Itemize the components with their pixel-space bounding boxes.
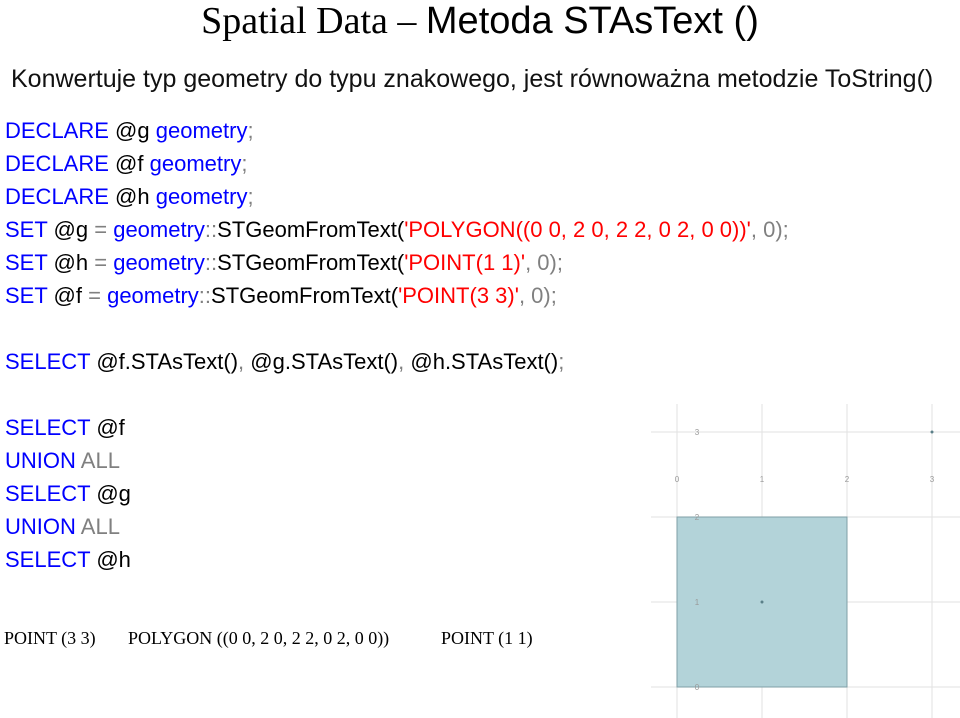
comma: , [398, 349, 405, 374]
equals-operator: = [94, 217, 108, 242]
keyword: SELECT [5, 349, 91, 374]
x-tick-label: 3 [930, 475, 935, 484]
type-name: geometry [113, 217, 205, 242]
args-rest: , 0); [518, 283, 557, 308]
code-union-line-5: SELECT @h [5, 547, 131, 573]
x-tick-label: 2 [845, 475, 850, 484]
result-cell-2: POLYGON ((0 0, 2 0, 2 2, 0 2, 0 0)) [128, 628, 390, 648]
keyword: UNION [5, 448, 76, 473]
scope-operator: :: [198, 283, 212, 308]
variable: @g [53, 217, 89, 242]
y-tick-label: 0 [695, 683, 700, 692]
method-call-f: @f.STAsText() [96, 349, 239, 374]
code-union-line-1: SELECT @f [5, 415, 125, 441]
point-3-3-marker [930, 430, 934, 434]
scope-operator: :: [204, 250, 218, 275]
x-tick-label: 1 [760, 475, 765, 484]
terminator: ; [247, 184, 254, 209]
query-result-row: POINT (3 3) POLYGON ((0 0, 2 0, 2 2, 0 2,… [4, 626, 533, 650]
code-line-1: DECLARE @g geometry; [5, 118, 254, 144]
terminator: ; [241, 151, 248, 176]
keyword: DECLARE [5, 118, 109, 143]
variable: @f [96, 415, 125, 440]
code-union-line-4: UNION ALL [5, 514, 120, 540]
scope-operator: :: [204, 217, 218, 242]
operator: ALL [80, 514, 120, 539]
code-union-line-3: SELECT @g [5, 481, 131, 507]
keyword: SELECT [5, 415, 91, 440]
x-tick-label: 0 [675, 475, 680, 484]
code-line-6: SET @f = geometry::STGeomFromText('POINT… [5, 283, 557, 309]
variable: @g [115, 118, 150, 143]
code-line-5: SET @h = geometry::STGeomFromText('POINT… [5, 250, 563, 276]
keyword: SET [5, 250, 48, 275]
wkt-string: 'POLYGON((0 0, 2 0, 2 2, 0 2, 0 0))' [404, 217, 751, 242]
variable: @h [96, 547, 131, 572]
code-line-4: SET @g = geometry::STGeomFromText('POLYG… [5, 217, 789, 243]
equals-operator: = [88, 283, 101, 308]
keyword: SET [5, 217, 48, 242]
keyword: SELECT [5, 481, 91, 506]
slide-title: Spatial Data – Metoda STAsText () [0, 0, 960, 42]
result-cell-3: POINT (1 1) [441, 628, 533, 648]
wkt-string: 'POINT(1 1)' [404, 250, 526, 275]
type-name: geometry [113, 250, 205, 275]
variable: @h [115, 184, 150, 209]
y-tick-label: 3 [695, 428, 700, 437]
wkt-string: 'POINT(3 3)' [398, 283, 519, 308]
method-call-g: @g.STAsText() [250, 349, 399, 374]
type-name: geometry [155, 118, 248, 143]
equals-operator: = [94, 250, 108, 275]
code-line-2: DECLARE @f geometry; [5, 151, 247, 177]
code-line-7: SELECT @f.STAsText(), @g.STAsText(), @h.… [5, 349, 564, 375]
keyword: SELECT [5, 547, 91, 572]
variable: @f [115, 151, 144, 176]
slide-subtitle: Konwertuje typ geometry do typu znakoweg… [11, 65, 934, 93]
result-cell-1: POINT (3 3) [4, 628, 96, 648]
terminator: ; [247, 118, 254, 143]
method-call-h: @h.STAsText() [410, 349, 559, 374]
keyword: SET [5, 283, 48, 308]
title-part2: Metoda STAsText () [425, 0, 759, 42]
type-name: geometry [149, 151, 242, 176]
variable: @f [53, 283, 82, 308]
spatial-canvas: 0 1 2 3 3 2 1 0 [651, 404, 960, 718]
type-name: geometry [107, 283, 199, 308]
args-rest: , 0); [525, 250, 563, 275]
keyword: DECLARE [5, 184, 109, 209]
type-name: geometry [155, 184, 248, 209]
operator: ALL [80, 448, 120, 473]
variable: @g [96, 481, 131, 506]
comma: , [238, 349, 245, 374]
variable: @h [53, 250, 89, 275]
point-1-1-marker [760, 600, 764, 604]
title-part1: Spatial Data – [201, 0, 426, 42]
terminator: ; [558, 349, 565, 374]
y-tick-label: 2 [695, 513, 700, 522]
keyword: DECLARE [5, 151, 109, 176]
args-rest: , 0); [750, 217, 789, 242]
code-union-line-2: UNION ALL [5, 448, 120, 474]
y-tick-label: 1 [695, 598, 700, 607]
spatial-results-viewer: 0 1 2 3 3 2 1 0 [651, 404, 960, 718]
code-line-3: DECLARE @h geometry; [5, 184, 254, 210]
method-call: STGeomFromText( [217, 250, 405, 275]
keyword: UNION [5, 514, 76, 539]
method-call: STGeomFromText( [211, 283, 399, 308]
method-call: STGeomFromText( [217, 217, 405, 242]
